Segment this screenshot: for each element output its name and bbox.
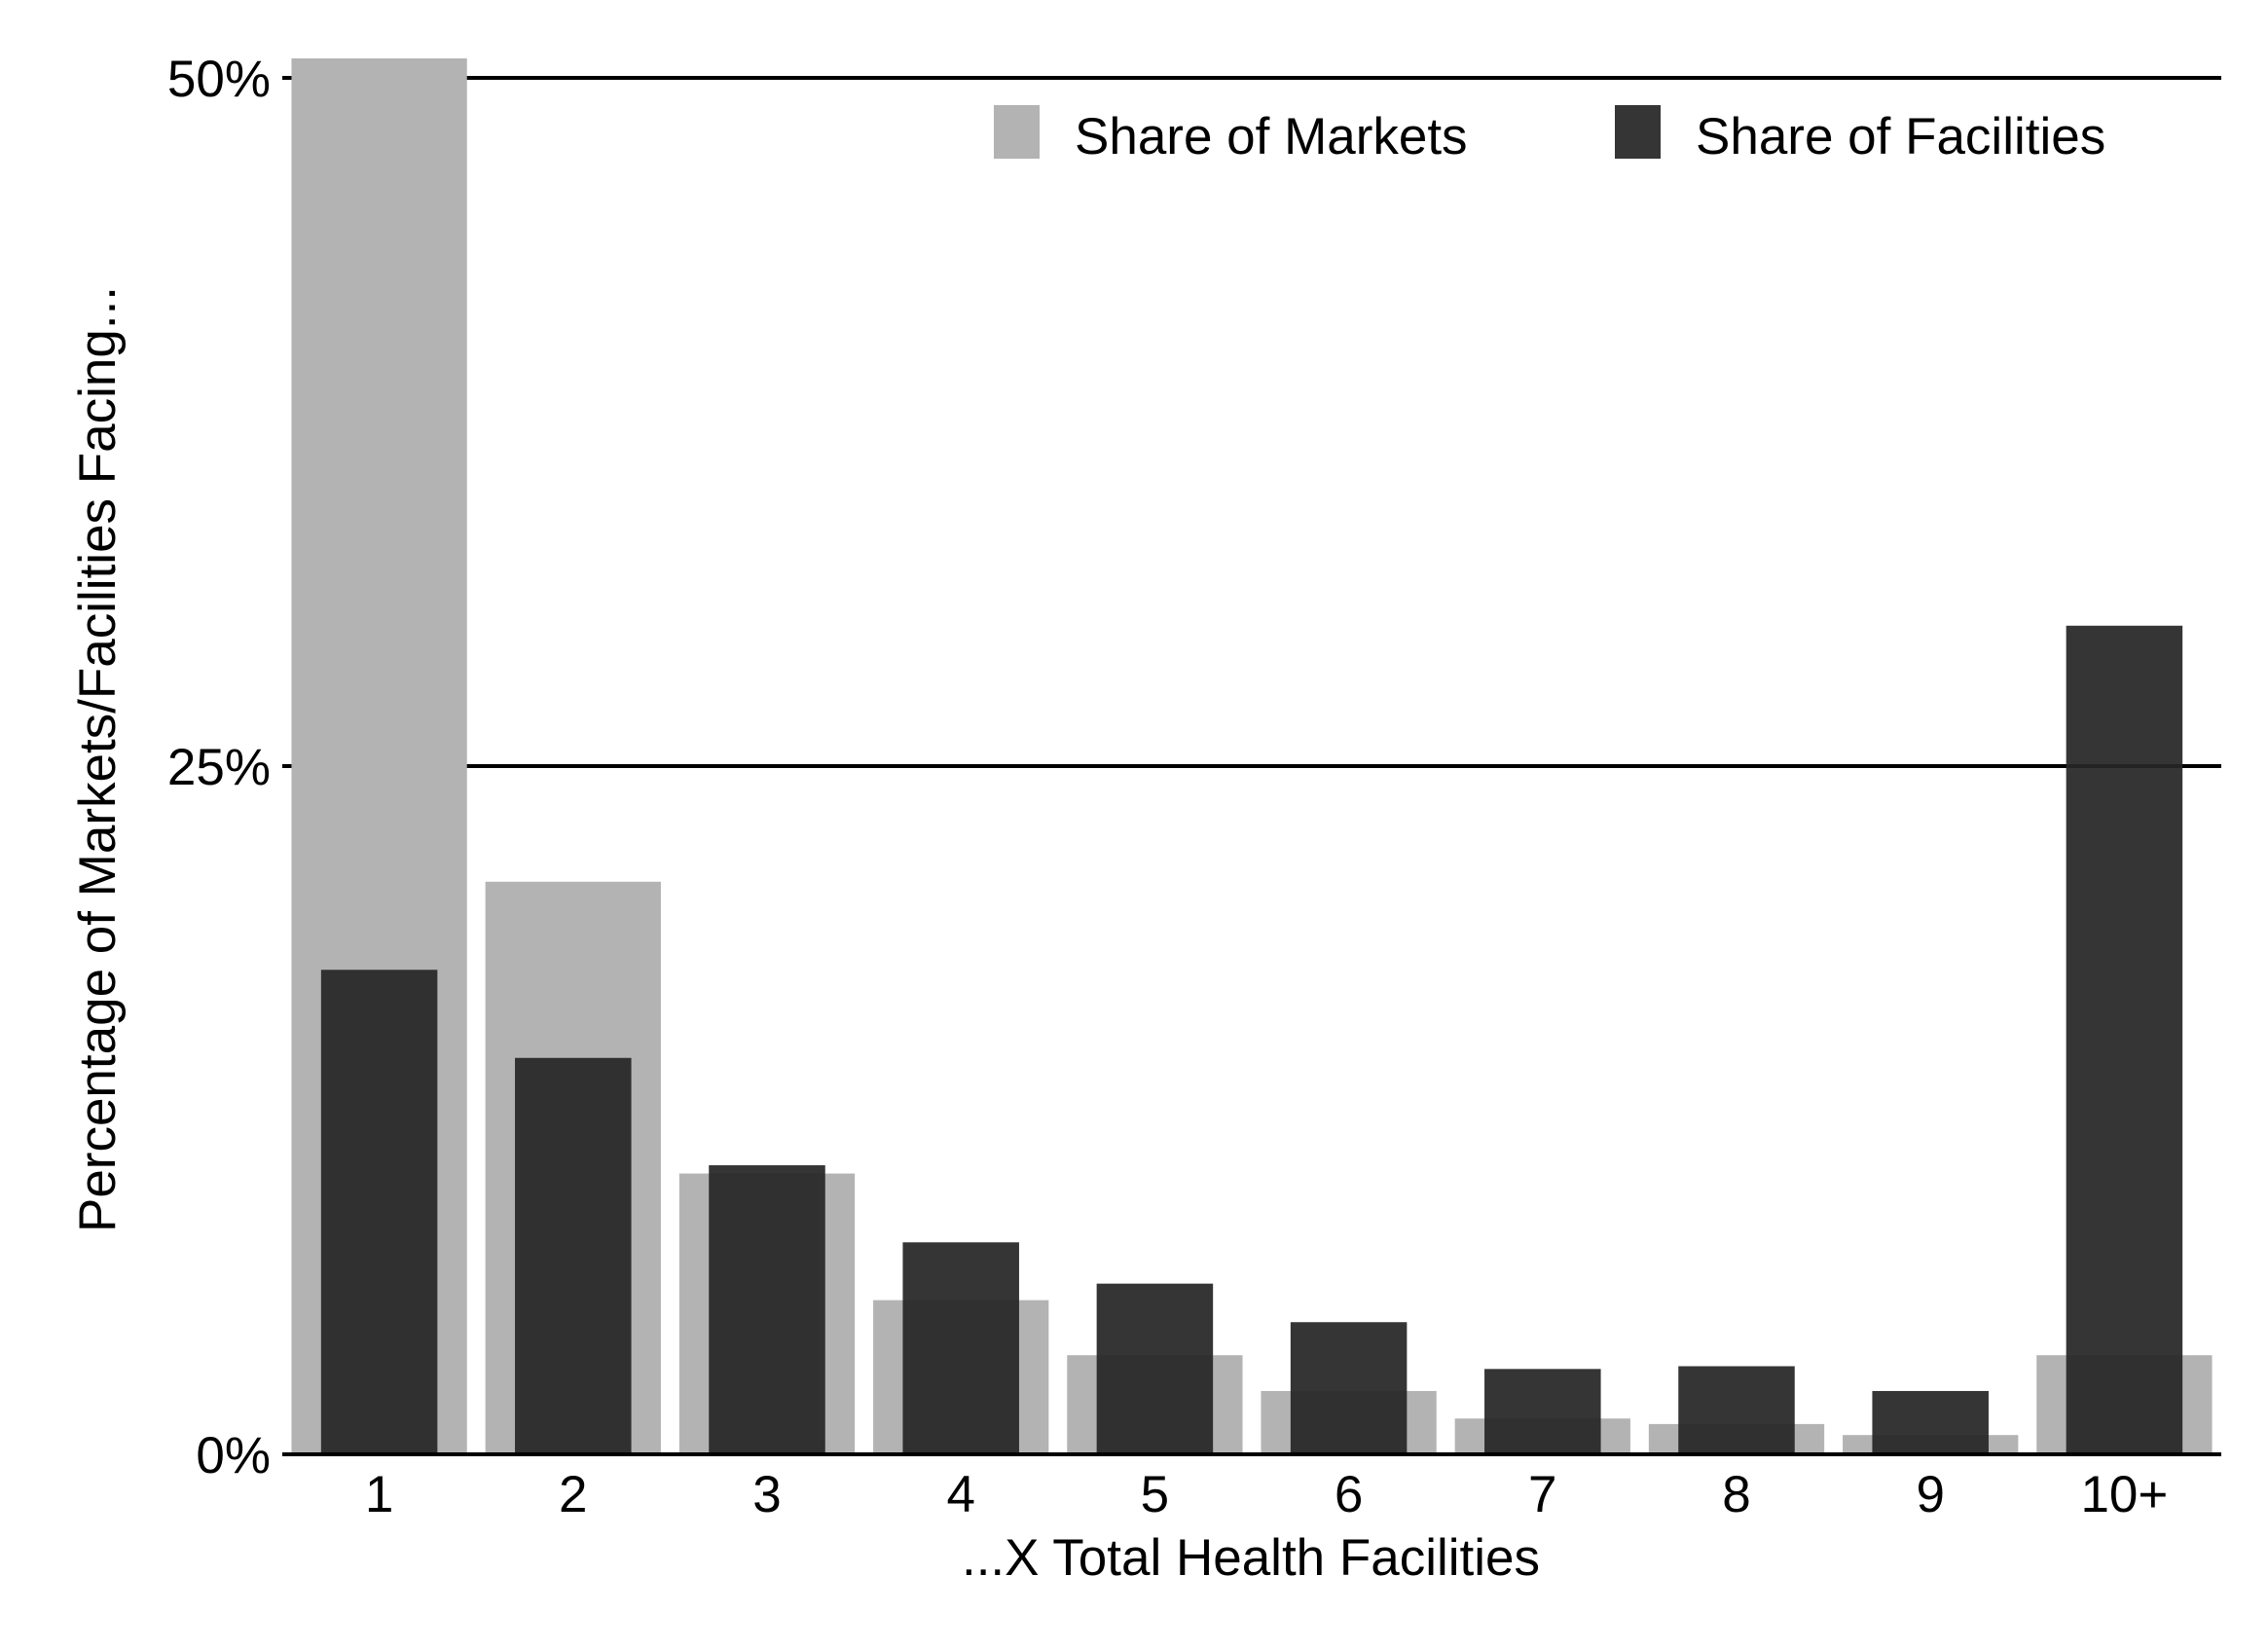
x-tick-labels: 1 2 3 4 5 6 7 8 9 10+ [365,1466,2168,1523]
legend-label-share-of-facilities: Share of Facilities [1696,108,2105,165]
x-tick-label: 3 [752,1466,781,1523]
x-tick-label: 10+ [2080,1466,2168,1523]
bar-share-of-facilities-8 [1678,1366,1795,1454]
bar-share-of-facilities-3 [709,1165,825,1454]
bar-share-of-facilities-7 [1484,1369,1601,1454]
bar-share-of-facilities-4 [902,1242,1019,1454]
facilities-bars [282,625,2221,1456]
bar-share-of-facilities-1 [320,970,438,1454]
y-tick-labels: 0% 25% 50% [167,51,271,1484]
legend-swatch-share-of-facilities [1615,105,1661,159]
x-tick-label: 1 [365,1466,393,1523]
x-axis-label: ...X Total Health Facilities [962,1529,1540,1587]
x-tick-label: 4 [946,1466,974,1523]
x-tick-label: 7 [1528,1466,1556,1523]
y-tick-label: 25% [167,739,271,796]
x-tick-label: 5 [1141,1466,1169,1523]
x-tick-label: 8 [1722,1466,1750,1523]
x-tick-label: 6 [1335,1466,1363,1523]
x-tick-label: 2 [559,1466,587,1523]
bar-share-of-facilities-5 [1096,1283,1214,1454]
legend-label-share-of-markets: Share of Markets [1075,108,1468,165]
x-tick-label: 9 [1916,1466,1944,1523]
legend-swatch-share-of-markets [994,105,1040,159]
y-tick-label: 50% [167,51,271,108]
bar-share-of-facilities-9 [1872,1390,1989,1454]
bar-share-of-facilities-2 [515,1057,632,1454]
y-axis-label: Percentage of Markets/Facilities Facing.… [69,286,127,1232]
legend: Share of Markets Share of Facilities [994,105,2105,165]
y-tick-label: 0% [196,1427,271,1484]
bar-share-of-facilities-6 [1290,1322,1408,1454]
bar-share-of-facilities-10+ [2066,625,2183,1454]
